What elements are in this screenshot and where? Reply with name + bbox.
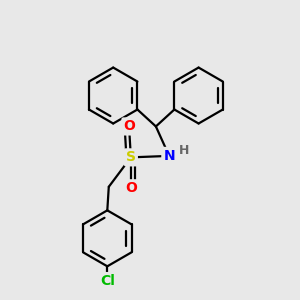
Text: Cl: Cl xyxy=(100,274,115,288)
Text: O: O xyxy=(125,181,137,195)
Text: N: N xyxy=(163,149,175,163)
Text: S: S xyxy=(126,150,136,164)
Text: H: H xyxy=(179,144,189,157)
Text: O: O xyxy=(124,119,135,134)
